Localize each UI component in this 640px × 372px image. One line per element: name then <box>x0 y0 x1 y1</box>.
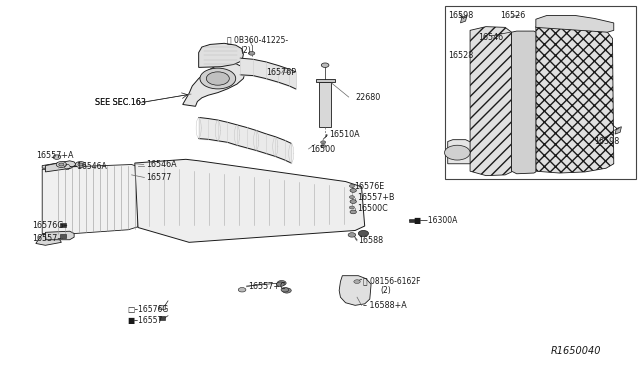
Circle shape <box>53 155 61 159</box>
Polygon shape <box>42 164 138 235</box>
Bar <box>60 223 67 227</box>
Polygon shape <box>339 276 371 305</box>
Polygon shape <box>198 43 243 67</box>
Circle shape <box>348 233 356 237</box>
Circle shape <box>282 288 291 293</box>
Text: ■—16300A: ■—16300A <box>413 216 458 225</box>
Circle shape <box>59 163 64 166</box>
Polygon shape <box>615 127 621 134</box>
Polygon shape <box>45 161 76 172</box>
Bar <box>410 219 415 222</box>
Text: 16510A: 16510A <box>330 130 360 140</box>
Text: – 16588+A: – 16588+A <box>364 301 407 310</box>
Text: 16557+C: 16557+C <box>248 282 286 291</box>
Circle shape <box>354 280 360 283</box>
Circle shape <box>276 282 284 286</box>
Polygon shape <box>42 162 68 168</box>
Circle shape <box>248 51 255 55</box>
Text: 16557+B: 16557+B <box>357 193 394 202</box>
Polygon shape <box>448 140 478 164</box>
Circle shape <box>281 288 289 292</box>
Polygon shape <box>316 78 335 82</box>
Circle shape <box>350 189 356 192</box>
Text: 16598: 16598 <box>595 137 620 146</box>
Text: 16576E: 16576E <box>354 182 384 191</box>
Circle shape <box>321 63 329 67</box>
Text: 16576P: 16576P <box>266 68 296 77</box>
Bar <box>159 317 166 320</box>
Text: ○—16546A: ○—16546A <box>63 162 107 171</box>
Polygon shape <box>182 63 245 106</box>
Text: 16526: 16526 <box>500 11 525 20</box>
Polygon shape <box>45 231 74 240</box>
Text: R1650040: R1650040 <box>551 346 602 356</box>
Bar <box>319 82 332 127</box>
Circle shape <box>445 145 470 160</box>
Text: □–16576G: □–16576G <box>127 305 168 314</box>
Circle shape <box>200 68 236 89</box>
Text: ■–16557: ■–16557 <box>127 316 163 325</box>
Text: Ⓢ 0B360-41225-: Ⓢ 0B360-41225- <box>227 35 289 44</box>
Circle shape <box>277 280 286 286</box>
Text: 22680: 22680 <box>355 93 380 102</box>
Polygon shape <box>511 31 536 174</box>
Text: 16500C: 16500C <box>357 204 388 213</box>
Circle shape <box>349 206 355 209</box>
Text: (2): (2) <box>381 286 392 295</box>
Text: 16576G–: 16576G– <box>33 221 68 230</box>
Polygon shape <box>135 159 365 242</box>
Text: SEE SEC.163: SEE SEC.163 <box>95 98 146 107</box>
Circle shape <box>206 72 229 85</box>
Text: 16528: 16528 <box>448 51 473 60</box>
Circle shape <box>76 161 86 167</box>
Text: 16546A: 16546A <box>147 160 177 169</box>
Text: 16546: 16546 <box>478 33 504 42</box>
Text: Ⓑ 08156-6162F: Ⓑ 08156-6162F <box>364 277 421 286</box>
Polygon shape <box>470 27 511 176</box>
Circle shape <box>349 196 355 199</box>
Circle shape <box>238 288 246 292</box>
Text: SEE SEC.163: SEE SEC.163 <box>95 98 146 107</box>
Circle shape <box>56 161 67 167</box>
Text: 16598: 16598 <box>448 11 473 20</box>
Polygon shape <box>461 16 467 23</box>
Text: 16577: 16577 <box>147 173 172 182</box>
Text: 16557–: 16557– <box>33 234 62 243</box>
Circle shape <box>350 210 356 214</box>
Bar <box>445 6 636 179</box>
Text: 16500: 16500 <box>310 145 335 154</box>
Polygon shape <box>536 16 614 32</box>
Text: (2): (2) <box>240 46 251 55</box>
Polygon shape <box>536 25 614 173</box>
Bar <box>60 234 67 238</box>
Circle shape <box>321 144 326 147</box>
Text: 16557+A: 16557+A <box>36 151 74 160</box>
Circle shape <box>350 200 356 203</box>
Polygon shape <box>36 234 61 245</box>
Circle shape <box>349 185 355 187</box>
Text: 16588: 16588 <box>358 236 383 246</box>
Circle shape <box>358 231 369 236</box>
Circle shape <box>321 141 326 144</box>
Bar <box>159 305 166 309</box>
Circle shape <box>78 163 83 166</box>
